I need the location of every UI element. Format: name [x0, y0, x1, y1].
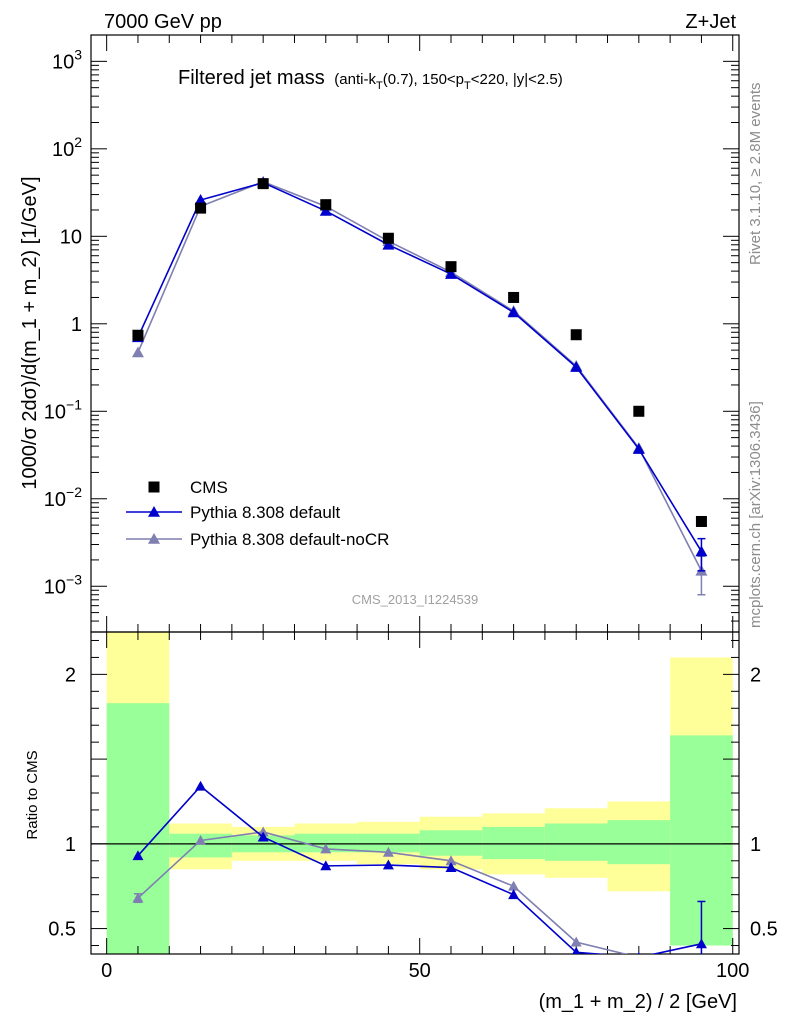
main-y-tick-label: 1: [71, 314, 82, 336]
ratio-line-nocr: [137, 831, 629, 954]
main-y-tick-label: 103: [52, 46, 82, 73]
point-default: [319, 204, 332, 216]
point-cms: [508, 291, 520, 303]
point-default: [194, 194, 207, 205]
ratio-point-default: [637, 951, 640, 954]
legend-label: CMS: [190, 478, 228, 497]
band-inner-bin: [169, 833, 232, 858]
band-inner-bin: [544, 823, 608, 861]
ratio-point-nocr: [445, 855, 457, 866]
plot-title-cuts-mid: (0.7), 150<p: [383, 71, 464, 88]
plot-title-sub-t2: T: [464, 80, 471, 92]
point-cms: [570, 329, 582, 341]
ratio-point-nocr: [696, 955, 707, 965]
main-panel-frame: [90, 34, 740, 633]
main-y-tick-label: 10−3: [44, 571, 82, 598]
band-inner-bin: [106, 703, 170, 954]
plot-title-sub-t1: T: [376, 80, 383, 92]
ratio-y-tick-label-right: 0.5: [750, 919, 778, 941]
ratio-point-default: [445, 862, 457, 872]
header-energy-label: 7000 GeV pp: [104, 11, 222, 33]
mcplots-source-label: mcplots.cern.ch [arXiv:1306.3436]: [747, 401, 764, 628]
series-line-default: [137, 181, 703, 552]
point-cms: [445, 261, 457, 273]
ratio-y-tick-label-right: 2: [750, 664, 761, 686]
header-process-label: Z+Jet: [685, 11, 736, 33]
point-default: [632, 443, 645, 454]
point-cms: [257, 178, 269, 190]
point-cms: [320, 199, 332, 211]
ratio-y-axis-label: Ratio to CMS: [24, 750, 41, 839]
ratio-y-tick-label-left: 1: [65, 834, 76, 856]
band-inner-bin: [482, 826, 545, 860]
ratio-point-default: [132, 850, 144, 861]
ratio-point-nocr: [382, 846, 394, 857]
plot-title-cuts: (anti-k: [334, 71, 376, 88]
point-default: [445, 268, 457, 279]
legend-marker-nocr: [148, 533, 160, 544]
ratio-uncertainty-bands: [106, 632, 733, 954]
point-cms: [382, 232, 394, 244]
legend: CMS Pythia 8.308 default Pythia 8.308 defa…: [126, 478, 389, 549]
ratio-y-tick-label-left: 2: [65, 664, 76, 686]
x-tick-label: 0: [101, 960, 112, 982]
point-cms: [195, 202, 207, 214]
point-nocr: [131, 346, 144, 358]
ratio-panel-frame: [90, 631, 740, 955]
ratio-point-nocr: [570, 936, 582, 947]
ratio-point-default: [508, 889, 520, 900]
point-cms: [633, 405, 645, 417]
x-tick-label: 100: [716, 960, 749, 982]
plot-title: Filtered jet mass (anti-kT(0.7), 150<pT<…: [178, 67, 563, 92]
ratio-point-nocr: [195, 834, 207, 845]
band-inner-bin: [607, 820, 671, 865]
ratio-y-tick-label-right: 1: [750, 834, 761, 856]
ratio-series: [132, 780, 707, 965]
ratio-point-nocr: [508, 880, 520, 891]
ratio-point-default: [695, 938, 707, 949]
band-inner-bin: [419, 830, 483, 856]
ratio-y-tick-label-left: 0.5: [48, 919, 76, 941]
point-cms: [132, 329, 144, 341]
main-y-tick-label: 10: [60, 226, 82, 248]
ratio-point-nocr: [320, 843, 332, 854]
point-cms: [695, 515, 707, 527]
point-default: [382, 238, 395, 250]
band-inner-bin: [357, 833, 420, 853]
ratio-line-default: [137, 785, 702, 954]
ratio-point-default: [195, 780, 207, 791]
ratio-point-default: [572, 946, 581, 954]
plot-title-cuts-suffix: <220, |y|<2.5): [471, 71, 563, 88]
legend-label: Pythia 8.308 default-noCR: [190, 530, 389, 549]
main-series: [131, 175, 708, 596]
main-y-tick-label: 10−2: [44, 484, 82, 511]
point-default: [507, 306, 520, 318]
analysis-watermark: CMS_2013_I1224539: [352, 592, 479, 607]
main-y-tick-label: 10−1: [44, 396, 82, 423]
legend-marker-cms: [148, 481, 160, 493]
ratio-point-default: [257, 831, 269, 842]
main-y-axis-label: 1000/σ 2dσ)/d(m_1 + m_2) [1/GeV]: [19, 176, 41, 489]
band-inner-bin: [294, 833, 358, 853]
legend-marker-default: [148, 506, 160, 517]
ratio-point-default: [320, 860, 332, 871]
main-y-tick-label: 102: [52, 134, 82, 161]
point-default: [695, 545, 708, 557]
legend-label: Pythia 8.308 default: [190, 503, 341, 522]
point-default: [570, 361, 583, 372]
x-axis-label: (m_1 + m_2) / 2 [GeV]: [539, 991, 737, 1013]
plot-title-main: Filtered jet mass: [178, 67, 325, 89]
ratio-point-default: [382, 859, 394, 870]
rivet-version-label: Rivet 3.1.10, ≥ 2.8M events: [747, 83, 764, 266]
x-tick-label: 50: [409, 960, 431, 982]
